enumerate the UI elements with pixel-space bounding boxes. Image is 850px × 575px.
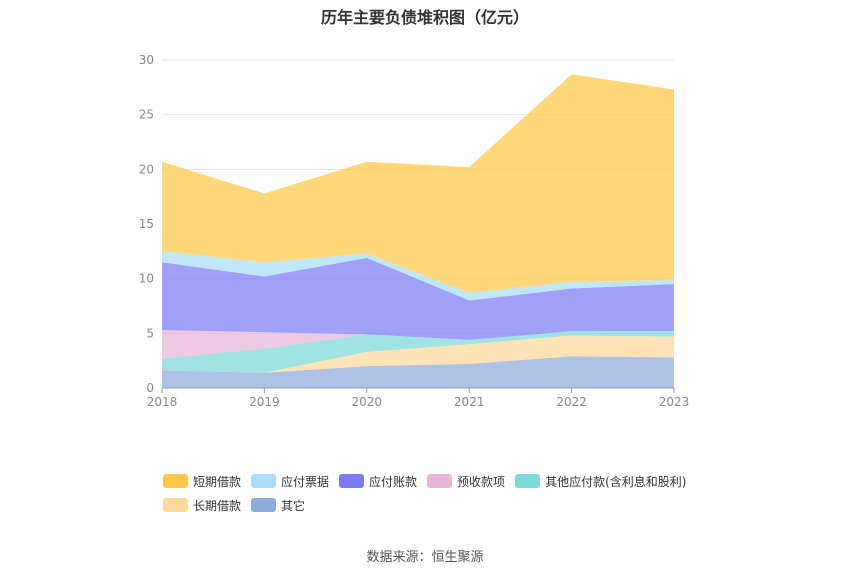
legend-label: 其它: [281, 498, 306, 513]
series-area-1: [162, 335, 674, 373]
x-tick-label: 2022: [556, 395, 587, 409]
series-area-4: [162, 257, 674, 340]
legend-swatch: [251, 474, 277, 488]
legend-label: 其他应付款(含利息和股利): [545, 474, 687, 489]
legend-item[interactable]: 其他应付款(含利息和股利): [515, 473, 686, 489]
x-tick-label: 2018: [147, 395, 178, 409]
x-tick-label: 2023: [659, 395, 690, 409]
y-tick-label: 0: [146, 381, 154, 395]
legend-item[interactable]: 短期借款: [163, 473, 241, 489]
legend-swatch: [251, 498, 277, 512]
legend-item[interactable]: 应付票据: [251, 473, 329, 489]
series-area-3: [162, 330, 674, 359]
series-area-0: [162, 356, 674, 388]
legend-swatch: [163, 498, 188, 512]
legend-item[interactable]: 应付账款: [339, 473, 417, 489]
legend-swatch: [427, 474, 453, 488]
legend-label: 长期借款: [193, 498, 242, 513]
legend-swatch: [163, 474, 188, 488]
legend-item[interactable]: 其它: [251, 497, 305, 513]
x-tick-label: 2021: [454, 395, 485, 409]
source-text: 数据来源：恒生聚源: [366, 550, 484, 565]
y-tick-label: 30: [139, 53, 154, 67]
y-tick-label: 25: [139, 108, 154, 122]
series-area-2: [162, 331, 674, 373]
y-tick-label: 15: [139, 217, 154, 231]
series-area-5: [162, 251, 674, 301]
legend-swatch: [515, 474, 541, 488]
series-area-6: [162, 74, 674, 293]
chart-title: 历年主要负债堆积图（亿元）: [320, 8, 529, 27]
y-tick-label: 10: [139, 272, 154, 286]
x-tick-label: 2020: [352, 395, 383, 409]
legend-label: 预收款项: [457, 474, 506, 489]
legend-swatch: [339, 474, 365, 488]
legend-item[interactable]: 长期借款: [163, 497, 241, 513]
legend-item[interactable]: 预收款项: [427, 473, 505, 489]
chart-legend: 短期借款 应付票据 应付账款 预收款项 其他应付款(含利息和股利) 长期借款 其它: [163, 473, 723, 521]
x-tick-label: 2019: [249, 395, 280, 409]
legend-label: 应付票据: [281, 474, 330, 489]
y-tick-label: 20: [139, 162, 154, 176]
legend-label: 短期借款: [193, 474, 242, 489]
legend-label: 应付账款: [369, 474, 418, 489]
y-tick-label: 5: [146, 326, 154, 340]
